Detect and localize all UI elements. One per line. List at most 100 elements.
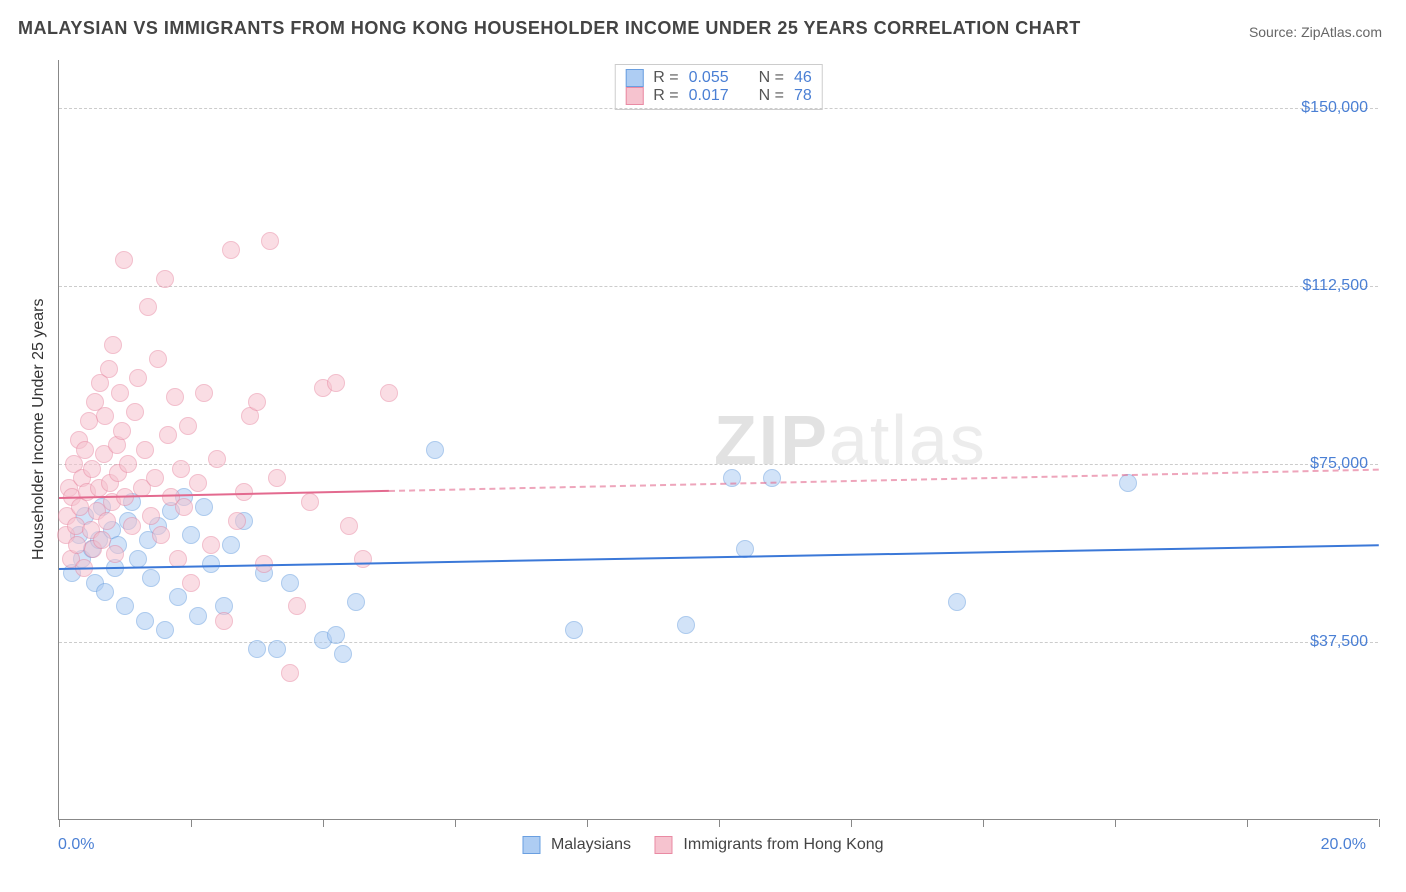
data-point-hk — [380, 384, 398, 402]
data-point-malaysians — [202, 555, 220, 573]
data-point-hk — [113, 422, 131, 440]
data-point-malaysians — [142, 569, 160, 587]
trendline-hk-dashed — [389, 469, 1379, 492]
data-point-hk — [106, 545, 124, 563]
data-point-hk — [288, 597, 306, 615]
legend-swatch-malaysians — [522, 836, 540, 854]
data-point-hk — [142, 507, 160, 525]
legend: Malaysians Immigrants from Hong Kong — [522, 836, 883, 854]
data-point-hk — [126, 403, 144, 421]
data-point-malaysians — [156, 621, 174, 639]
data-point-hk — [93, 531, 111, 549]
data-point-malaysians — [96, 583, 114, 601]
swatch-malaysians — [625, 69, 643, 87]
data-point-hk — [248, 393, 266, 411]
data-point-hk — [100, 360, 118, 378]
x-tick — [719, 819, 720, 827]
chart-plot-area: ZIPatlas R = 0.055 N = 46 R = 0.017 N = … — [58, 60, 1378, 820]
legend-item-malaysians: Malaysians — [522, 836, 630, 854]
legend-swatch-hk — [655, 836, 673, 854]
data-point-malaysians — [948, 593, 966, 611]
data-point-hk — [96, 407, 114, 425]
data-point-malaysians — [182, 526, 200, 544]
y-tick-label: $150,000 — [1301, 99, 1368, 117]
x-tick — [587, 819, 588, 827]
data-point-hk — [123, 517, 141, 535]
correlation-stats-box: R = 0.055 N = 46 R = 0.017 N = 78 — [614, 64, 823, 110]
data-point-malaysians — [334, 645, 352, 663]
gridline — [59, 464, 1378, 465]
data-point-malaysians — [1119, 474, 1137, 492]
data-point-malaysians — [763, 469, 781, 487]
data-point-hk — [149, 350, 167, 368]
data-point-malaysians — [268, 640, 286, 658]
data-point-hk — [208, 450, 226, 468]
data-point-hk — [228, 512, 246, 530]
data-point-hk — [159, 426, 177, 444]
data-point-malaysians — [248, 640, 266, 658]
data-point-hk — [281, 664, 299, 682]
data-point-hk — [189, 474, 207, 492]
data-point-hk — [156, 270, 174, 288]
data-point-hk — [98, 512, 116, 530]
data-point-hk — [354, 550, 372, 568]
y-tick-label: $112,500 — [1302, 277, 1368, 295]
x-tick — [851, 819, 852, 827]
x-tick — [323, 819, 324, 827]
data-point-hk — [222, 241, 240, 259]
data-point-hk — [195, 384, 213, 402]
data-point-hk — [83, 460, 101, 478]
stats-row-hk: R = 0.017 N = 78 — [625, 87, 812, 105]
gridline — [59, 286, 1378, 287]
data-point-hk — [268, 469, 286, 487]
watermark: ZIPatlas — [714, 400, 987, 480]
data-point-hk — [115, 251, 133, 269]
gridline — [59, 108, 1378, 109]
data-point-malaysians — [347, 593, 365, 611]
swatch-hk — [625, 87, 643, 105]
data-point-malaysians — [222, 536, 240, 554]
data-point-hk — [166, 388, 184, 406]
data-point-hk — [111, 384, 129, 402]
data-point-hk — [261, 232, 279, 250]
x-tick — [1247, 819, 1248, 827]
data-point-hk — [139, 298, 157, 316]
x-tick — [455, 819, 456, 827]
data-point-malaysians — [195, 498, 213, 516]
data-point-malaysians — [565, 621, 583, 639]
data-point-malaysians — [136, 612, 154, 630]
y-tick-label: $37,500 — [1310, 633, 1368, 651]
stats-row-malaysians: R = 0.055 N = 46 — [625, 69, 812, 87]
data-point-hk — [152, 526, 170, 544]
data-point-hk — [172, 460, 190, 478]
data-point-hk — [340, 517, 358, 535]
data-point-hk — [301, 493, 319, 511]
data-point-hk — [80, 412, 98, 430]
x-axis-min-label: 0.0% — [58, 836, 94, 854]
data-point-malaysians — [129, 550, 147, 568]
y-axis-label: Householder Income Under 25 years — [30, 299, 48, 560]
data-point-hk — [175, 498, 193, 516]
source-attribution: Source: ZipAtlas.com — [1249, 24, 1382, 40]
data-point-hk — [327, 374, 345, 392]
x-tick — [983, 819, 984, 827]
x-tick — [1379, 819, 1380, 827]
x-tick — [59, 819, 60, 827]
data-point-malaysians — [677, 616, 695, 634]
x-tick — [191, 819, 192, 827]
data-point-hk — [104, 336, 122, 354]
data-point-malaysians — [169, 588, 187, 606]
data-point-hk — [119, 455, 137, 473]
data-point-malaysians — [281, 574, 299, 592]
data-point-hk — [129, 369, 147, 387]
data-point-hk — [179, 417, 197, 435]
data-point-hk — [136, 441, 154, 459]
chart-title: MALAYSIAN VS IMMIGRANTS FROM HONG KONG H… — [18, 18, 1081, 39]
data-point-hk — [215, 612, 233, 630]
data-point-hk — [76, 441, 94, 459]
x-tick — [1115, 819, 1116, 827]
data-point-malaysians — [426, 441, 444, 459]
data-point-malaysians — [116, 597, 134, 615]
data-point-malaysians — [327, 626, 345, 644]
data-point-malaysians — [189, 607, 207, 625]
